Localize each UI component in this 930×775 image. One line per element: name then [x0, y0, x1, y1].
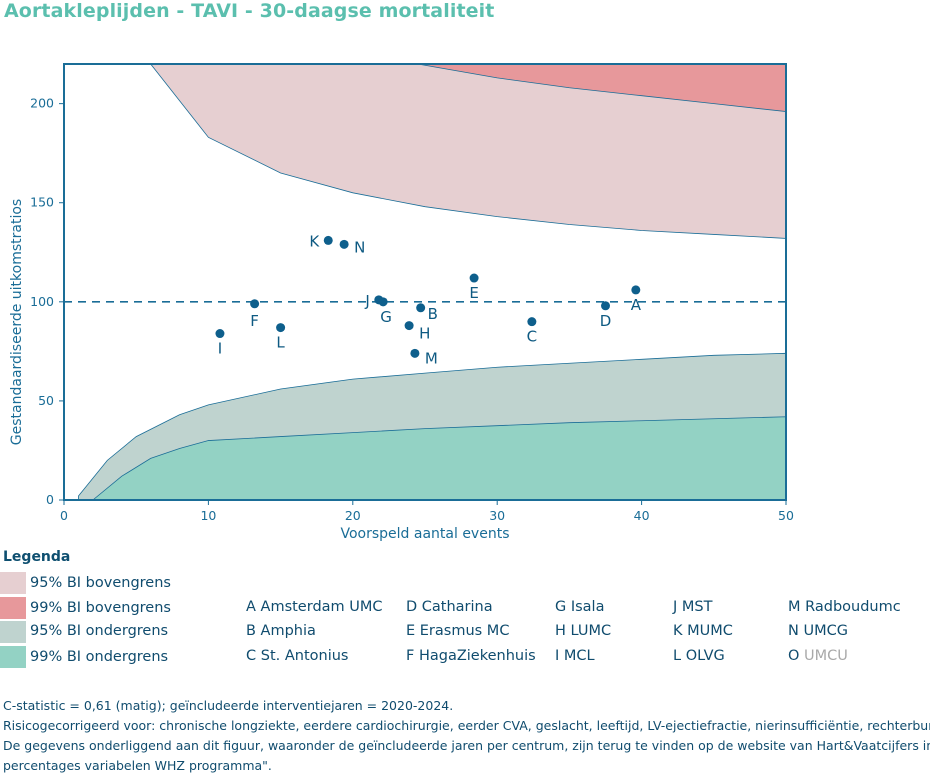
y-tick-label: 0: [46, 492, 54, 507]
legend-center-o-name: UMCU: [804, 648, 848, 664]
y-axis-label: Gestandaardiseerde uitkomstratios: [9, 199, 25, 445]
data-point-label-f: F: [250, 312, 259, 330]
y-tick-label: 200: [30, 96, 54, 111]
data-point-label-e: E: [469, 284, 478, 302]
data-point-h: [404, 321, 414, 331]
data-point-m: [410, 348, 420, 358]
legend-upper95: 95% BI bovengrens: [30, 575, 171, 591]
legend-center-d: D Catharina: [406, 599, 493, 615]
legend-center-j: J MST: [673, 599, 713, 615]
swatch-lower99: [0, 646, 26, 668]
legend-center-a: A Amsterdam UMC: [246, 599, 383, 615]
data-point-label-m: M: [425, 349, 438, 367]
data-point-k: [323, 235, 333, 245]
data-point-d: [601, 301, 610, 311]
y-tick-label: 100: [30, 294, 54, 309]
y-tick-label: 50: [38, 393, 54, 408]
x-tick-label: 40: [634, 508, 650, 523]
data-point-c: [527, 317, 537, 327]
data-point-label-k: K: [309, 232, 320, 250]
data-point-i: [215, 329, 225, 339]
legend-center-m: M Radboudumc: [788, 599, 901, 615]
x-tick-label: 20: [345, 508, 361, 523]
data-point-a: [631, 285, 641, 295]
data-point-label-a: A: [631, 296, 642, 314]
legend-center-c: C St. Antonius: [246, 648, 349, 664]
data-point-f: [250, 299, 260, 309]
x-tick-label: 30: [489, 508, 505, 523]
legend-lower99: 99% BI ondergrens: [30, 649, 169, 665]
data-point-label-b: B: [428, 305, 438, 323]
data-point-label-g: G: [380, 308, 392, 326]
legend-center-k: K MUMC: [673, 623, 733, 639]
data-point-label-i: I: [218, 340, 222, 358]
x-tick-label: 10: [200, 508, 216, 523]
legend-center-i: I MCL: [555, 648, 595, 664]
confidence-bands: [78, 63, 787, 501]
legend-center-g: G Isala: [555, 599, 605, 615]
legend-upper99: 99% BI bovengrens: [30, 600, 171, 616]
x-axis-ticks: 0 10 20 30 40 50: [60, 500, 794, 523]
x-axis-label: Voorspeld aantal events: [340, 526, 509, 542]
data-point-label-d: D: [600, 312, 612, 330]
footer-data-source-cont: percentages variabelen WHZ programma".: [3, 758, 272, 773]
band-lower99: [91, 416, 787, 501]
plot-frame: [63, 63, 787, 501]
data-point-label-l: L: [276, 334, 285, 352]
y-axis-ticks: 0 50 100 150 200: [30, 96, 64, 507]
footer-risk-adjustment: Risicogecorrigeerd voor: chronische long…: [3, 718, 930, 733]
legend-center-n: N UMCG: [788, 623, 848, 639]
page-title: Aortakleplijden - TAVI - 30-daagse morta…: [4, 0, 495, 22]
y-tick-label: 150: [30, 195, 54, 210]
legend-center-l: L OLVG: [673, 648, 725, 664]
legend-center-o-letter: O: [788, 648, 800, 664]
data-point-l: [276, 323, 286, 333]
legend-center-o: O UMCU: [788, 648, 848, 664]
swatch-lower95: [0, 621, 26, 643]
data-point-label-h: H: [419, 325, 430, 343]
x-tick-label: 50: [778, 508, 794, 523]
data-point-n: [339, 239, 349, 249]
footer-data-source: De gegevens onderliggend aan dit figuur,…: [3, 738, 930, 753]
swatch-upper99: [0, 597, 26, 619]
data-point-label-j: J: [364, 292, 369, 310]
data-point-label-n: N: [354, 238, 365, 256]
legend-center-e: E Erasmus MC: [406, 623, 510, 639]
legend-center-h: H LUMC: [555, 623, 612, 639]
data-points: A B C D E F G H I J K L M N: [215, 232, 642, 367]
legend-lower95: 95% BI ondergrens: [30, 623, 169, 639]
data-point-b: [416, 303, 426, 313]
data-point-label-c: C: [527, 328, 537, 346]
x-tick-label: 0: [60, 508, 68, 523]
data-point-e: [469, 273, 479, 283]
legend-center-b: B Amphia: [246, 623, 316, 639]
data-point-j: [374, 295, 384, 305]
footer-c-statistic: C-statistic = 0,61 (matig); geïncludeerd…: [3, 698, 454, 713]
swatch-upper95: [0, 572, 26, 594]
legend-title: Legenda: [3, 549, 71, 565]
legend-center-f: F HagaZiekenhuis: [406, 648, 536, 664]
